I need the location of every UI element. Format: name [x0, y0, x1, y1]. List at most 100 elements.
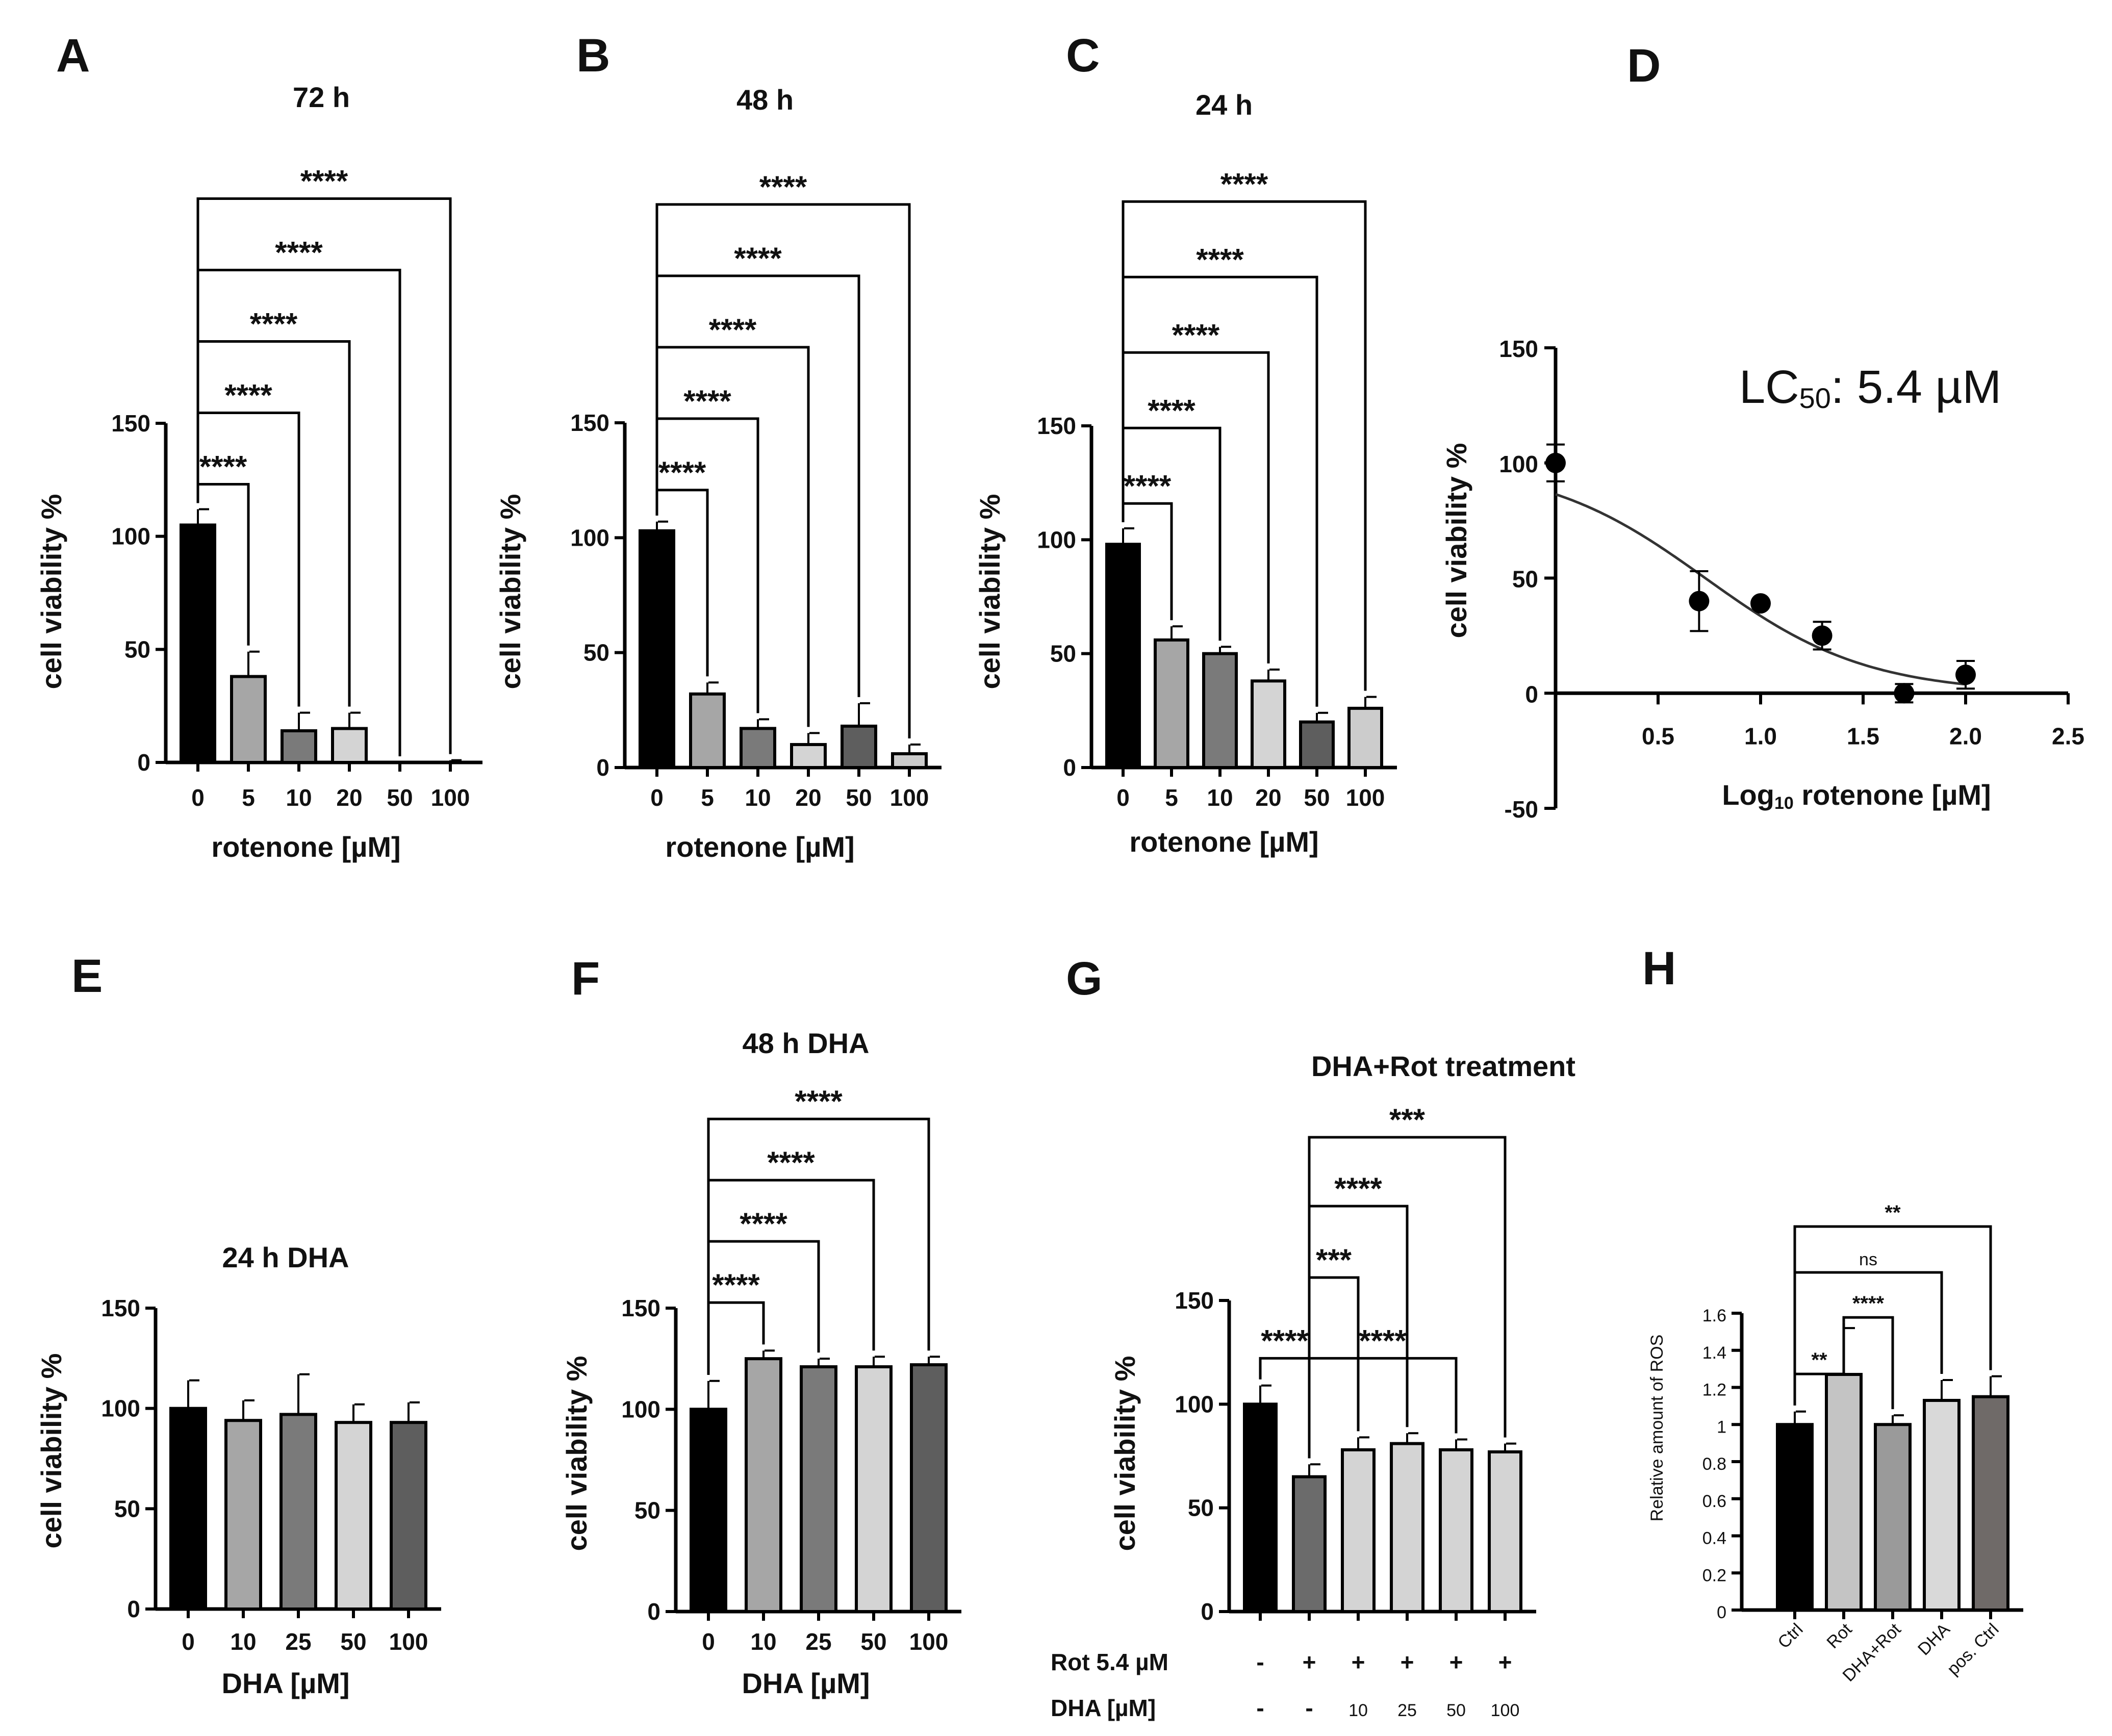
row-value: 50	[1446, 1701, 1466, 1720]
bar	[1439, 1448, 1473, 1614]
significance-label: ****	[1124, 469, 1172, 503]
chart-title: DHA+Rot treatment	[1311, 1050, 1575, 1082]
significance-label: ****	[300, 164, 348, 198]
data-point	[1894, 683, 1915, 704]
y-tick-label: 1	[1717, 1417, 1726, 1437]
y-axis-label: cell viability %	[35, 494, 67, 690]
y-tick-label: 0.8	[1702, 1454, 1726, 1474]
bar	[169, 1407, 207, 1611]
row-value: 10	[1348, 1701, 1368, 1720]
bar	[800, 1365, 837, 1614]
x-tick-label: 10	[750, 1628, 776, 1655]
significance-label: ****	[767, 1145, 815, 1180]
x-tick-label: 10	[1207, 784, 1233, 811]
y-tick-label: 50	[1188, 1495, 1214, 1521]
y-axis-label: cell viability %	[974, 494, 1006, 690]
x-tick-label: 50	[860, 1628, 886, 1655]
bar	[855, 1365, 893, 1614]
x-tick-label: 0	[702, 1628, 715, 1655]
bar	[331, 727, 368, 764]
y-tick-label: 50	[114, 1495, 140, 1522]
x-axis-label: rotenone [µM]	[1129, 826, 1318, 858]
y-tick-label: 100	[111, 523, 150, 550]
y-tick-label: 150	[101, 1295, 140, 1321]
bar	[1154, 638, 1189, 770]
bar	[690, 1408, 727, 1613]
y-axis-label: cell viability %	[35, 1354, 67, 1549]
y-axis-label: cell viability %	[1109, 1356, 1141, 1551]
x-tick-label: 100	[389, 1628, 428, 1655]
panel-C: C 24 h 0 50 100 150 0 5 10 20 50 100 rotenone [µM] ce…	[974, 30, 1397, 858]
row-value: +	[1352, 1649, 1365, 1675]
row-value: +	[1401, 1649, 1414, 1675]
bar	[1251, 679, 1286, 770]
y-tick-label: 150	[621, 1295, 660, 1321]
data-point	[1750, 593, 1771, 614]
bar	[1923, 1398, 1961, 1612]
x-tick-label: 10	[745, 784, 771, 811]
bar	[1390, 1442, 1424, 1614]
panel-label: A	[56, 30, 90, 82]
significance-bracket	[196, 340, 351, 707]
x-tick-label: 5	[242, 784, 255, 811]
x-tick-label: pos. Ctrl	[1943, 1620, 2002, 1679]
significance-label: **	[1811, 1349, 1827, 1371]
panel-A: A 72 h 0 50 100 150 0 5 10 20 50 100 rotenone [µM] ce…	[35, 30, 482, 863]
bar	[1202, 652, 1238, 769]
significance-bracket	[655, 203, 911, 738]
y-tick-label: 0.2	[1702, 1566, 1726, 1585]
bar	[1243, 1402, 1278, 1613]
row-value: 25	[1397, 1701, 1417, 1720]
x-tick-label: DHA	[1914, 1620, 1954, 1660]
significance-bracket	[707, 1117, 930, 1375]
significance-label: ***	[1389, 1103, 1426, 1137]
y-tick-label: 0	[596, 754, 609, 781]
y-tick-label: 0.6	[1702, 1492, 1726, 1511]
y-axis-label: cell viability %	[1440, 443, 1472, 639]
bar	[390, 1421, 427, 1611]
y-tick-label: 0	[1063, 754, 1076, 781]
x-tick-label: 10	[286, 784, 312, 811]
y-tick-label: 100	[621, 1396, 660, 1422]
row-value: +	[1449, 1649, 1463, 1675]
y-tick-label: 100	[101, 1395, 140, 1422]
x-tick-label: 2.0	[1949, 723, 1982, 749]
panel-label: C	[1066, 30, 1100, 82]
row-value: +	[1498, 1649, 1512, 1675]
bar	[1874, 1423, 1912, 1612]
panel-B: B 48 h 0 50 100 150 0 5 10 20 50 100 rotenone [µM] ce…	[494, 30, 942, 863]
y-tick-label: 0	[1717, 1603, 1726, 1622]
y-tick-label: 150	[111, 410, 150, 437]
bar	[910, 1363, 948, 1613]
panel-G: G DHA+Rot treatment 0 50 100 150 cell viabilit…	[1051, 953, 1575, 1721]
x-tick-label: 25	[805, 1628, 831, 1655]
row-value: +	[1303, 1649, 1316, 1675]
bar	[891, 752, 928, 769]
y-tick-label: 50	[634, 1497, 660, 1524]
bar	[1105, 543, 1141, 770]
y-axis-label: Relative amount of ROS	[1647, 1335, 1667, 1522]
x-tick-label: 0	[182, 1628, 195, 1655]
x-axis-label: DHA [µM]	[221, 1667, 349, 1699]
x-tick-label: 100	[431, 784, 470, 811]
x-axis-label: DHA [µM]	[742, 1667, 870, 1699]
x-tick-label: 50	[340, 1628, 366, 1655]
row-label: Rot 5.4 µM	[1051, 1649, 1168, 1675]
x-tick-label: 20	[1255, 784, 1281, 811]
bar	[230, 675, 267, 764]
chart-title: 48 h	[736, 84, 794, 116]
y-axis-label: cell viability %	[494, 494, 526, 690]
x-tick-label: 20	[795, 784, 821, 811]
significance-bracket	[1842, 1316, 1894, 1410]
panel-label: F	[571, 953, 600, 1005]
significance-label: ****	[1334, 1171, 1382, 1206]
row-value: 100	[1491, 1701, 1520, 1720]
y-tick-label: 50	[583, 640, 609, 666]
x-tick-label: 100	[1346, 784, 1385, 811]
x-tick-label: 1.5	[1847, 723, 1879, 749]
panel-label: B	[576, 30, 610, 82]
x-tick-label: 0.5	[1642, 723, 1674, 749]
x-tick-label: 100	[909, 1628, 949, 1655]
